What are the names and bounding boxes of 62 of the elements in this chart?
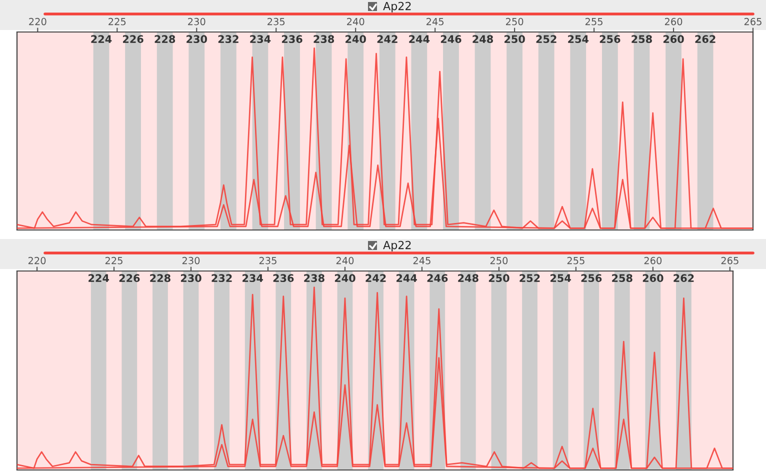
band-label: 254 bbox=[550, 274, 571, 282]
band-label: 224 bbox=[91, 35, 112, 43]
x-tick-label: 260 bbox=[644, 256, 662, 264]
band-label: 240 bbox=[334, 274, 356, 282]
x-tick-label: 250 bbox=[490, 256, 508, 264]
band-label: 248 bbox=[458, 274, 478, 282]
band-label: 262 bbox=[674, 274, 694, 282]
band-label: 244 bbox=[396, 274, 417, 282]
x-tick-label: 255 bbox=[585, 18, 602, 26]
band-label: 238 bbox=[304, 274, 324, 282]
band-label: 244 bbox=[409, 35, 430, 43]
band-label: 246 bbox=[427, 274, 448, 282]
x-tick-label: 235 bbox=[259, 256, 276, 264]
band-label: 226 bbox=[122, 35, 144, 44]
band-label: 232 bbox=[218, 35, 238, 44]
x-tick-label: 255 bbox=[567, 256, 584, 264]
band-label: 234 bbox=[242, 274, 263, 282]
band-label: 226 bbox=[119, 274, 140, 282]
band-label: 230 bbox=[180, 274, 202, 282]
x-tick-label: 235 bbox=[268, 18, 285, 26]
band-label: 224 bbox=[88, 274, 109, 282]
x-tick-label: 265 bbox=[721, 256, 738, 264]
band-label: 260 bbox=[642, 274, 664, 282]
band-label: 250 bbox=[488, 274, 510, 282]
x-tick-label: 230 bbox=[188, 18, 206, 26]
band-label: 256 bbox=[600, 35, 620, 44]
x-tick-label: 220 bbox=[28, 256, 46, 264]
band-label: 236 bbox=[282, 35, 302, 44]
band-label: 260 bbox=[663, 35, 684, 44]
band-label: 242 bbox=[377, 35, 398, 43]
band-label: 234 bbox=[250, 35, 271, 44]
x-tick-label: 230 bbox=[182, 256, 200, 264]
x-tick-label: 260 bbox=[664, 18, 682, 26]
band-label: 232 bbox=[212, 274, 232, 282]
band-label: 228 bbox=[154, 35, 176, 44]
x-tick-label: 225 bbox=[108, 18, 126, 26]
band-label: 252 bbox=[520, 274, 540, 282]
band-label: 258 bbox=[612, 274, 632, 282]
x-tick-label: 240 bbox=[336, 256, 354, 264]
x-tick-label: 265 bbox=[744, 18, 762, 26]
band-label: 246 bbox=[440, 35, 462, 44]
band-label: 242 bbox=[366, 274, 386, 282]
band-label: 256 bbox=[581, 274, 602, 282]
x-tick-label: 245 bbox=[413, 256, 430, 264]
x-tick-label: 245 bbox=[426, 18, 444, 26]
band-label: 250 bbox=[504, 35, 525, 44]
band-label: 238 bbox=[314, 35, 334, 44]
band-label: 240 bbox=[346, 35, 366, 44]
band-label: 230 bbox=[186, 35, 207, 44]
x-tick-label: 225 bbox=[105, 256, 122, 264]
band-label: 236 bbox=[273, 274, 294, 282]
x-tick-label: 240 bbox=[347, 18, 364, 26]
chart-title: Ap22 bbox=[383, 240, 411, 252]
band-label: 258 bbox=[632, 35, 652, 44]
band-label: 252 bbox=[536, 35, 556, 44]
band-label: 248 bbox=[472, 35, 493, 44]
band-label: 254 bbox=[568, 35, 589, 44]
band-label: 228 bbox=[150, 274, 170, 282]
x-tick-label: 250 bbox=[506, 18, 524, 26]
band-label: 262 bbox=[695, 35, 716, 44]
chart-title: Ap22 bbox=[383, 2, 411, 12]
x-tick-label: 220 bbox=[29, 18, 46, 26]
